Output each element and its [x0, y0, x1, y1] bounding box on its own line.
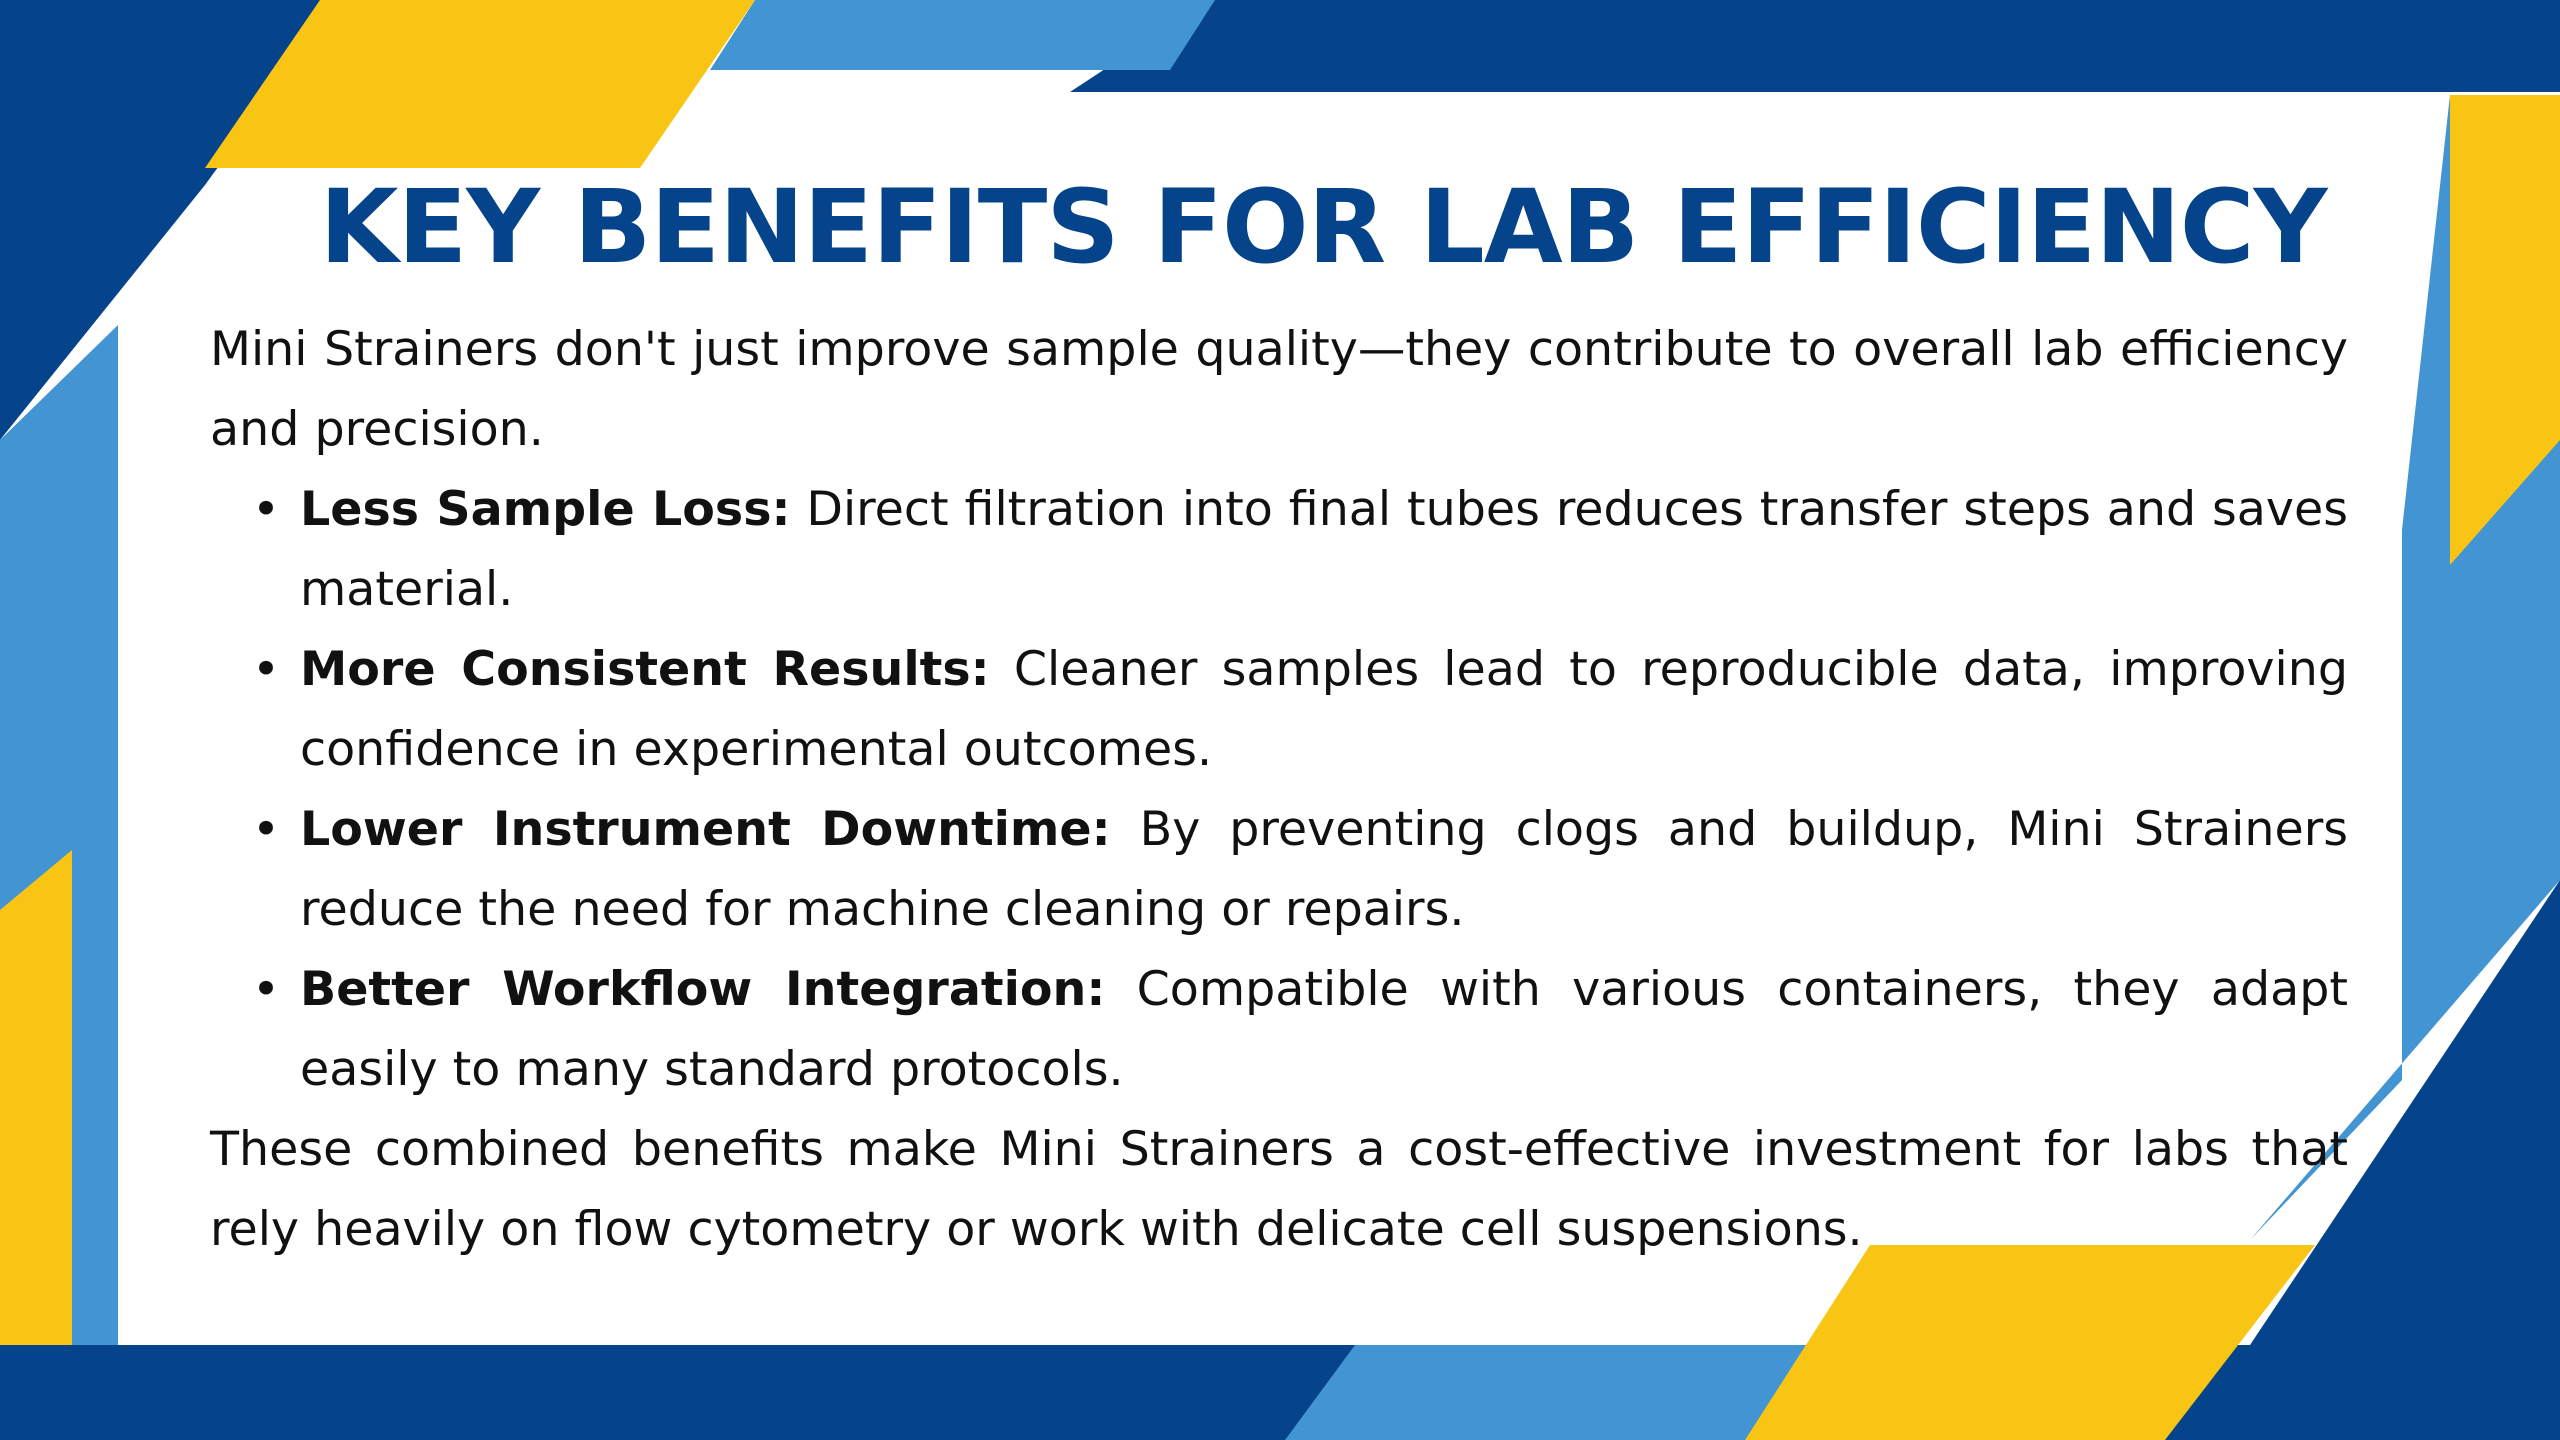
left-yellow-band [0, 850, 72, 1345]
right-yellow-band [2450, 95, 2560, 565]
bullet-icon: • [252, 482, 281, 537]
bottom-yellow-band [1745, 1245, 2315, 1440]
bullet-icon: • [252, 802, 281, 857]
top-navy-band [1070, 0, 2560, 92]
right-navy-band [2250, 880, 2560, 1345]
bottom-sky-blue-band [1285, 1345, 1860, 1440]
benefit-text: Cleaner samples lead to reproducible dat… [300, 642, 2348, 777]
benefit-term: Better Workflow Integration: [300, 962, 1106, 1017]
benefit-term: Lower Instrument Downtime: [300, 802, 1111, 857]
benefit-term: More Consistent Results: [300, 642, 990, 697]
benefit-more-consistent-results: • More Consistent Results: Cleaner sampl… [252, 630, 2348, 790]
slide-body: Mini Strainers don't just improve sample… [210, 310, 2348, 1270]
benefit-lower-instrument-downtime: • Lower Instrument Downtime: By preventi… [252, 790, 2348, 950]
slide-title: KEY BENEFITS FOR LAB EFFICIENCY [319, 168, 2328, 287]
conclusion-paragraph: These combined benefits make Mini Strain… [210, 1122, 2348, 1257]
benefit-better-workflow-integration: • Better Workflow Integration: Compatibl… [252, 950, 2348, 1110]
intro-paragraph: Mini Strainers don't just improve sample… [210, 322, 2348, 457]
benefits-list: • Less Sample Loss: Direct filtration in… [210, 470, 2348, 1110]
bullet-icon: • [252, 962, 281, 1017]
benefit-text: Direct filtration into final tubes reduc… [300, 482, 2348, 617]
top-sky-blue-band [710, 0, 1215, 70]
bullet-icon: • [252, 642, 281, 697]
benefit-text: By preventing clogs and buildup, Mini St… [300, 802, 2348, 937]
top-yellow-band [205, 0, 755, 168]
benefit-text: Compatible with various containers, they… [300, 962, 2348, 1097]
benefit-term: Less Sample Loss: [300, 482, 791, 537]
benefit-less-sample-loss: • Less Sample Loss: Direct filtration in… [252, 470, 2348, 630]
